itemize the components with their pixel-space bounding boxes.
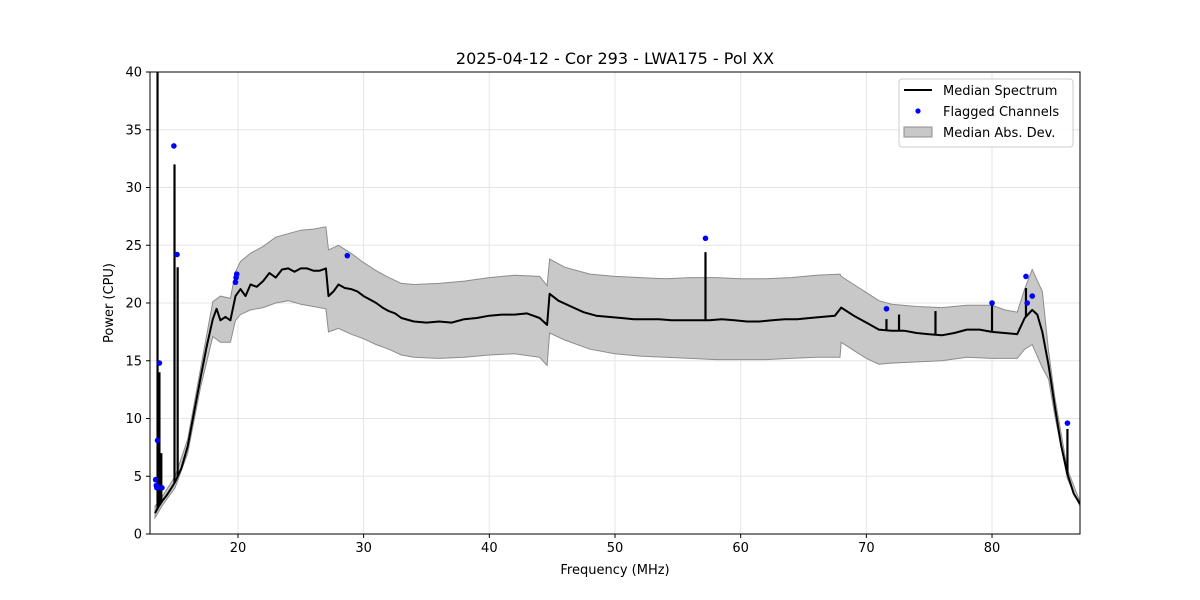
x-tick-label: 20 [230,541,247,556]
x-tick-label: 70 [858,541,875,556]
legend-flagged-label: Flagged Channels [943,105,1059,120]
flagged-channel-point [1023,273,1029,280]
flagged-channel-point [1029,293,1036,299]
flagged-channel-point [156,360,163,366]
flagged-channel-point [152,476,159,483]
flagged-channel-point [883,305,890,312]
y-tick-label: 0 [134,528,142,543]
y-axis-ticks: 0 5 10 15 20 25 30 35 40 [125,66,150,543]
flagged-channel-point [702,235,709,242]
x-tick-label: 40 [481,541,498,556]
y-tick-label: 40 [125,66,142,81]
flagged-channel-point [989,300,995,306]
legend-flagged-swatch [915,108,921,114]
flagged-channel-points [152,143,1071,491]
legend-mad-label: Median Abs. Dev. [943,126,1055,141]
flagged-channel-point [233,271,240,277]
flagged-channel-point [1024,300,1031,306]
legend: Median Spectrum Flagged Channels Median … [898,78,1074,148]
median-abs-dev-band [154,226,1080,520]
flagged-channel-point [344,252,351,259]
flagged-channel-point [154,437,161,444]
legend-mad-swatch [903,126,933,138]
x-tick-label: 30 [355,541,372,556]
y-tick-label: 25 [125,239,142,254]
y-tick-label: 15 [125,354,142,369]
flagged-channel-point [159,485,165,491]
y-tick-label: 20 [125,297,142,312]
plot-area [152,72,1080,520]
x-tick-label: 80 [984,541,1001,556]
flagged-channel-point [232,279,239,286]
x-tick-label: 50 [607,541,624,556]
median-spectrum-line [154,267,1080,514]
flagged-channel-point [154,485,160,491]
x-axis-label: Frequency (MHz) [560,563,669,578]
y-tick-label: 35 [125,123,142,138]
chart-title: 2025-04-12 - Cor 293 - LWA175 - Pol XX [456,49,774,68]
x-tick-label: 60 [732,541,749,556]
y-tick-label: 5 [134,470,142,485]
legend-median-label: Median Spectrum [943,84,1057,99]
y-axis-label: Power (CPU) [102,263,117,343]
flagged-channel-point [174,251,180,258]
y-tick-label: 10 [125,412,142,427]
legend-frame [898,78,1074,148]
x-axis-ticks: 20 30 40 50 60 70 80 [230,534,1001,556]
flagged-channel-point [1064,420,1071,426]
flagged-channel-point [171,143,177,149]
y-tick-label: 30 [125,181,142,196]
